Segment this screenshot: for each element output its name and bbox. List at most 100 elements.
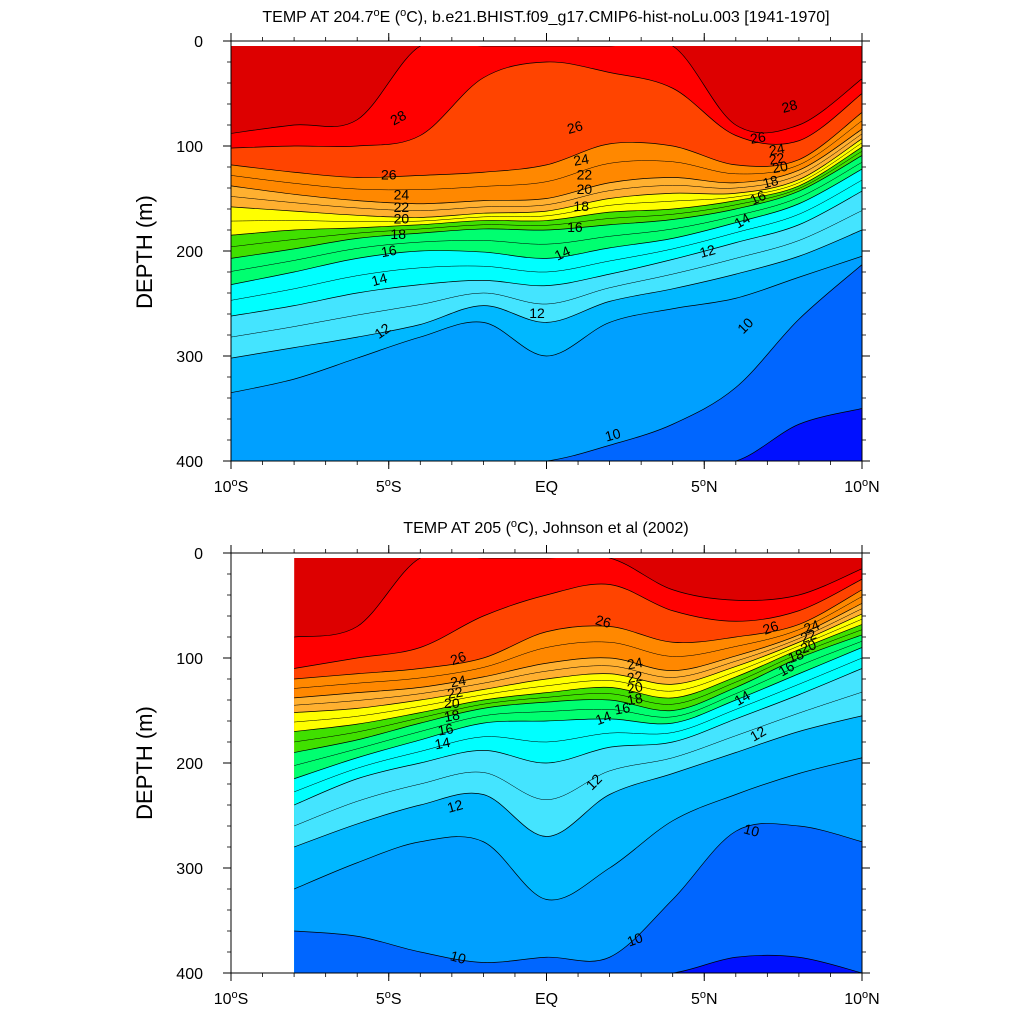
- contour-label: 20: [577, 181, 593, 197]
- contour-label: 20: [771, 158, 789, 176]
- isotherm-14: [294, 668, 863, 806]
- isotherm-15: [294, 640, 863, 766]
- contour-label: 14: [593, 708, 613, 728]
- contour-label: 24: [768, 140, 786, 158]
- contour-label: 18: [390, 226, 406, 242]
- contour-label: 20: [444, 695, 460, 711]
- contour-label: 22: [768, 149, 786, 167]
- contour-label: 28: [780, 96, 799, 116]
- isotherm-11: [231, 210, 862, 338]
- contour-label: 14: [370, 270, 389, 290]
- contour-label: 12: [747, 723, 769, 745]
- isotherm-27: [294, 578, 863, 669]
- band-below-10: [231, 264, 862, 461]
- contour-label: 20: [798, 636, 818, 656]
- contour-label: 26: [448, 648, 468, 668]
- isotherm-17: [294, 629, 863, 743]
- panel-2-title: TEMP AT 205 (oC), Johnson et al (2002): [403, 518, 688, 537]
- contour-label: 24: [394, 186, 410, 202]
- contour-label: 16: [436, 720, 454, 738]
- isotherm-18: [294, 634, 863, 753]
- contour-label: 24: [626, 654, 644, 672]
- contour-label: 14: [731, 687, 753, 709]
- x-tick-label: 5oN: [691, 477, 718, 496]
- isotherm-21: [231, 133, 862, 211]
- isotherm-15: [231, 162, 862, 272]
- isotherm-19: [231, 142, 862, 222]
- x-tick-label: 5oN: [691, 989, 718, 1008]
- panel-2-y-axis-label: DEPTH (m): [132, 706, 157, 820]
- isotherm-16: [294, 647, 863, 780]
- contour-label: 12: [698, 241, 717, 261]
- contour-label: 26: [381, 166, 397, 182]
- isotherm-20: [231, 146, 862, 236]
- y-tick-label: 300: [176, 861, 203, 878]
- panel-1-contour-fill: [231, 46, 862, 461]
- contour-label: 28: [388, 107, 409, 129]
- isotherm-12: [231, 229, 862, 359]
- x-tick-label: EQ: [535, 479, 558, 496]
- isotherm-13: [231, 179, 862, 301]
- contour-label: 12: [445, 796, 464, 816]
- isotherm-18: [231, 155, 862, 259]
- x-tick-label: 10oN: [844, 477, 879, 496]
- x-tick-label: 10oN: [844, 989, 879, 1008]
- isotherm-23: [294, 596, 863, 689]
- contour-label: 22: [577, 166, 593, 182]
- x-tick-label: 10oS: [214, 989, 249, 1008]
- isotherm-22: [294, 613, 863, 713]
- contour-label: 26: [749, 128, 767, 146]
- band-below-9: [231, 408, 862, 461]
- contour-label: 12: [529, 305, 545, 321]
- panel-2: TEMP AT 205 (oC), Johnson et al (2002) 2…: [132, 518, 880, 1008]
- contour-label: 24: [449, 672, 467, 690]
- isotherm-9: [231, 408, 862, 461]
- y-tick-label: 400: [176, 966, 203, 983]
- isotherm-28: [231, 46, 862, 134]
- isotherm-16: [231, 168, 862, 285]
- isotherm-27: [231, 61, 862, 149]
- contour-label: 14: [552, 242, 573, 263]
- contour-label: 14: [731, 210, 753, 232]
- band-below-10: [294, 823, 862, 973]
- band-below-9: [294, 955, 862, 973]
- isotherm-21: [294, 608, 863, 706]
- contour-label: 10: [625, 929, 645, 949]
- y-tick-label: 300: [176, 349, 203, 366]
- y-tick-label: 0: [194, 546, 203, 563]
- y-tick-label: 400: [176, 454, 203, 471]
- isotherm-13: [294, 657, 863, 793]
- contour-label: 10: [742, 820, 761, 840]
- contour-label: 18: [761, 172, 780, 192]
- isotherm-22: [231, 138, 862, 218]
- contour-label: 20: [394, 210, 410, 226]
- contour-label: 24: [572, 150, 590, 168]
- contour-label: 14: [433, 734, 451, 752]
- panel-1-contour-labels: 2826242220181614122624222018161412282624…: [370, 96, 800, 444]
- x-tick-label: 10oS: [214, 477, 249, 496]
- contour-label: 18: [443, 706, 461, 724]
- isotherm-26: [294, 589, 863, 680]
- contour-label: 18: [573, 198, 589, 214]
- contour-label: 24: [801, 616, 821, 636]
- isotherm-14: [231, 190, 862, 317]
- isotherm-17: [231, 151, 862, 248]
- isotherm-12: [294, 715, 863, 848]
- contour-label: 16: [747, 187, 768, 208]
- contour-label: 10: [449, 948, 468, 968]
- y-tick-label: 0: [194, 34, 203, 51]
- isotherm-10: [231, 264, 862, 461]
- contour-label: 26: [760, 617, 780, 637]
- contour-label: 10: [603, 425, 622, 445]
- contour-label: 26: [594, 612, 613, 632]
- x-tick-label: 5oS: [376, 989, 402, 1008]
- isotherm-20: [294, 624, 863, 732]
- isotherm-28: [294, 558, 863, 638]
- contour-label: 16: [380, 242, 398, 260]
- isotherm-19: [294, 618, 863, 723]
- contour-label: 16: [776, 658, 798, 680]
- contour-label: 22: [446, 683, 464, 701]
- panel-1-y-axis-label: DEPTH (m): [132, 195, 157, 309]
- x-tick-label: EQ: [535, 991, 558, 1008]
